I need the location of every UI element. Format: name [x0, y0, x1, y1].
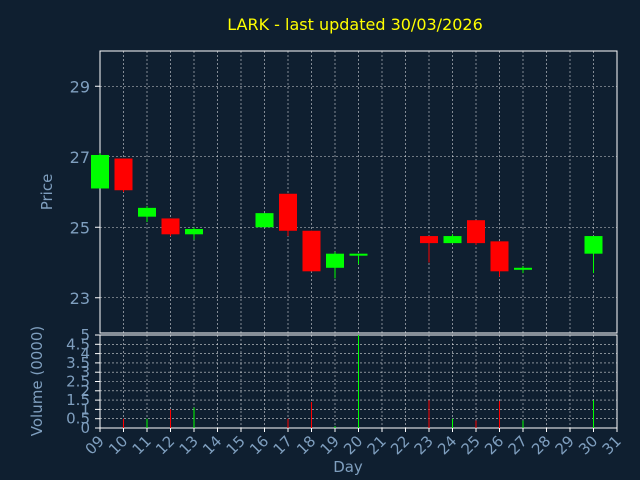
volume-axis-label: Volume (0000)	[28, 326, 46, 436]
price-tick-label: 27	[70, 148, 90, 167]
volume-tick-label: 3.5	[66, 354, 90, 372]
day-tick-label: 30	[575, 432, 601, 458]
day-tick-label: 12	[152, 432, 178, 458]
volume-tick-label: 4.5	[66, 335, 90, 353]
candle-body	[255, 213, 274, 228]
candle-body	[114, 158, 133, 191]
volume-tick-label: 2.5	[66, 373, 90, 391]
day-tick-label: 19	[317, 432, 343, 458]
volume-tick-label: 1	[80, 400, 90, 418]
candle-body	[279, 193, 297, 231]
volume-tick-label: 2	[80, 382, 90, 400]
price-axis-label: Price	[38, 174, 56, 211]
candle-body	[302, 230, 321, 272]
day-tick-label: 27	[505, 432, 531, 458]
candle-body	[185, 229, 203, 235]
day-tick-label: 28	[528, 432, 554, 458]
volume-tick-label: 0	[80, 419, 90, 437]
day-tick-label: 21	[364, 432, 390, 458]
candle-body	[467, 220, 485, 244]
day-tick-label: 17	[270, 432, 296, 458]
day-tick-label: 26	[481, 432, 507, 458]
candle-body	[584, 236, 603, 254]
candle-body	[91, 154, 109, 189]
volume-tick-label: 5	[80, 326, 90, 344]
day-tick-label: 13	[176, 432, 202, 458]
day-tick-label: 20	[340, 432, 366, 458]
volume-tick-label: 4	[80, 345, 90, 363]
day-tick-label: 11	[129, 432, 155, 458]
candle-body	[443, 236, 462, 244]
day-tick-label: 14	[199, 432, 225, 458]
price-panel: 23 25 27 29	[70, 50, 618, 334]
day-tick-label: 15	[223, 432, 249, 458]
day-tick-label: 25	[458, 432, 484, 458]
x-axis-label: Day	[333, 458, 363, 476]
volume-tick-label: 0.5	[66, 410, 90, 428]
day-tick-label: 18	[293, 432, 319, 458]
chart-title: LARK - last updated 30/03/2026	[227, 15, 483, 34]
price-tick-label: 23	[70, 289, 90, 308]
candle-body	[349, 253, 368, 256]
candle-body	[514, 267, 532, 270]
candle-body	[490, 241, 509, 272]
day-tick-label: 29	[552, 432, 578, 458]
day-tick-label: 22	[387, 432, 413, 458]
candle-body	[420, 236, 438, 244]
candle-body	[326, 253, 344, 268]
volume-tick-label: 1.5	[66, 391, 90, 409]
day-tick-label: 23	[411, 432, 437, 458]
candle-body	[138, 207, 156, 217]
price-tick-label: 25	[70, 218, 90, 237]
volume-panel: 00.511.522.533.544.550910111213141516171…	[66, 326, 625, 458]
price-tick-label: 29	[70, 77, 90, 96]
day-tick-label: 24	[434, 432, 460, 458]
day-tick-label: 10	[105, 432, 131, 458]
day-tick-label: 31	[599, 432, 625, 458]
candle-body	[161, 218, 180, 235]
volume-tick-label: 3	[80, 363, 90, 381]
day-tick-label: 16	[246, 432, 272, 458]
